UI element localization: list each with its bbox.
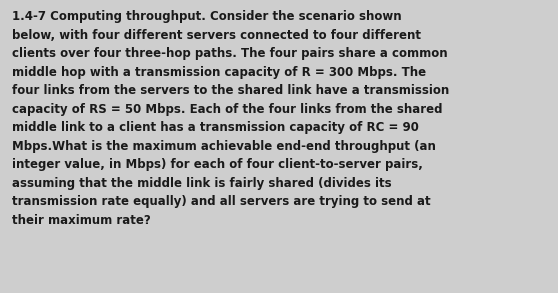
Text: 1.4-7 Computing throughput. Consider the scenario shown
below, with four differe: 1.4-7 Computing throughput. Consider the… [12, 10, 450, 227]
